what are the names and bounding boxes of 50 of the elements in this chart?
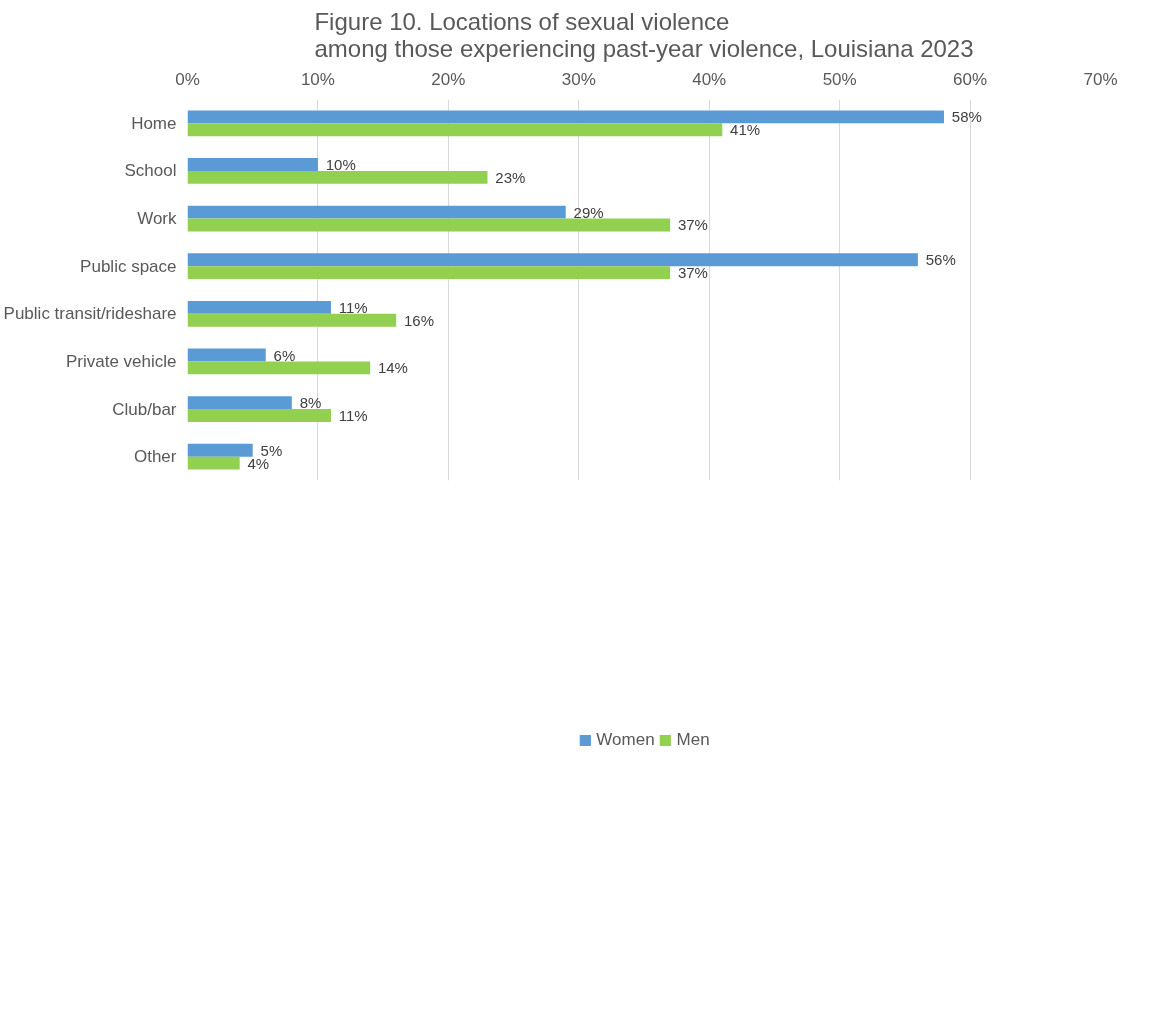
bar (187, 158, 318, 171)
y-tick-label: Private vehicle (65, 351, 177, 371)
chart-title: Figure 10. Locations of sexual violence among those experiencing past-year violence, Louisiana 2023 (314, 7, 974, 62)
data-label: 23% (495, 168, 526, 186)
bar (187, 110, 944, 124)
data-label: 29% (573, 203, 604, 221)
y-tick-label: Public space (80, 256, 177, 276)
data-label: 11% (338, 298, 368, 316)
data-label: 14% (377, 359, 408, 377)
bar (187, 313, 397, 327)
data-label: 56% (925, 251, 956, 269)
bar (187, 205, 566, 219)
bar (187, 396, 292, 410)
bar (187, 253, 918, 267)
x-tick-label: 10% (300, 69, 335, 89)
legend-label: Women (596, 730, 655, 750)
bar (187, 409, 331, 422)
bar (187, 123, 723, 137)
bar (187, 348, 266, 362)
data-label: 16% (404, 311, 435, 329)
x-tick-label: 60% (953, 69, 988, 89)
x-tick-label: 50% (822, 69, 857, 89)
data-label: 6% (273, 346, 296, 364)
legend-label: Men (676, 730, 710, 750)
bar (187, 218, 671, 232)
data-label: 37% (677, 216, 708, 234)
data-label: 37% (677, 264, 708, 282)
x-tick-label: 70% (1083, 69, 1118, 89)
y-tick-label: School (124, 161, 177, 181)
bar (187, 300, 331, 314)
data-label: 10% (325, 156, 356, 174)
data-label: 5% (260, 441, 283, 459)
bar (187, 456, 240, 470)
y-tick-label: Other (133, 447, 177, 467)
y-tick-label: Home (131, 113, 177, 133)
bar (187, 170, 488, 184)
x-tick-label: 0% (175, 69, 200, 89)
data-label: 8% (299, 394, 322, 412)
bar (187, 266, 671, 280)
data-label: 58% (951, 108, 982, 126)
data-label: 11% (338, 406, 368, 424)
x-tick-label: 40% (692, 69, 727, 89)
x-tick-label: 30% (561, 69, 596, 89)
data-label: 41% (730, 121, 761, 139)
bar (187, 361, 371, 375)
y-tick-label: Public transit/rideshare (3, 304, 177, 324)
bar (187, 443, 253, 457)
y-tick-label: Work (137, 209, 177, 229)
y-tick-label: Club/bar (112, 399, 177, 419)
x-tick-label: 20% (431, 69, 466, 89)
